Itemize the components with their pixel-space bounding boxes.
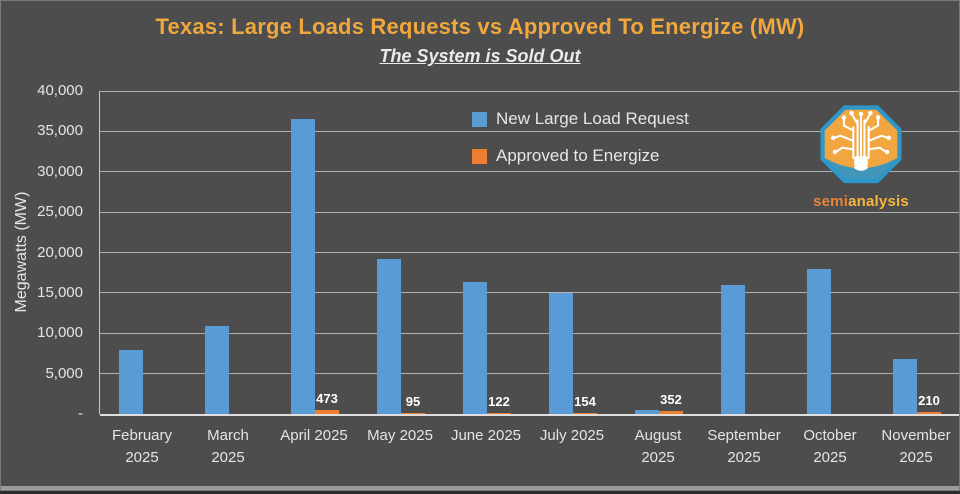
gridline	[100, 373, 959, 375]
data-label: 95	[405, 394, 421, 409]
legend-swatch-orange-square-icon	[472, 148, 487, 164]
semianalysis-circuit-tree-icon	[820, 105, 902, 184]
semianalysis-wordmark: semianalysis	[806, 193, 916, 210]
request-bar	[119, 350, 143, 414]
logo-text-semi: semi	[813, 193, 849, 210]
x-axis-label: July 2025	[539, 427, 605, 444]
y-tick-label: 15,000	[37, 283, 83, 301]
category-slot	[788, 91, 874, 414]
category-slot: 122	[444, 91, 530, 414]
plot-area: 473 95 122 154 352 210 New Large Load Request…	[99, 90, 959, 416]
chart-subtitle: The System is Sold Out	[379, 46, 581, 66]
gridline	[100, 211, 959, 213]
data-label: 122	[488, 394, 510, 409]
category-slot: 473	[272, 91, 358, 414]
x-axis-label: February 2025	[111, 427, 173, 466]
gridline	[100, 252, 959, 253]
x-axis-label: November 2025	[881, 427, 951, 466]
x-axis-label: August 2025	[634, 427, 682, 466]
request-bar	[807, 268, 831, 414]
gridline	[100, 130, 959, 132]
category-slot	[186, 91, 272, 414]
y-tick-label: 40,000	[37, 82, 83, 99]
x-axis-label: April 2025	[280, 427, 348, 444]
approved-bar	[573, 412, 597, 414]
logo-text-analysis: analysis	[848, 193, 909, 210]
data-label: 210	[918, 393, 940, 409]
y-tick-label: 25,000	[37, 203, 83, 221]
y-tick-label: 20,000	[37, 243, 83, 261]
category-slot: 352	[616, 91, 702, 414]
y-tick-label: 10,000	[37, 324, 83, 342]
approved-bar	[659, 411, 683, 414]
approved-bar	[315, 410, 339, 414]
category-slot: 154	[530, 91, 616, 414]
y-tick-label: 30,000	[37, 162, 83, 180]
approved-bar	[487, 413, 511, 414]
approved-bar	[917, 412, 941, 414]
category-slot: 210	[874, 91, 959, 414]
request-bar	[377, 258, 401, 414]
semianalysis-logo: semianalysis	[806, 105, 916, 210]
legend-label: Approved to Energize	[496, 146, 660, 165]
legend-item-new-large-load-request: New Large Load Request	[472, 109, 689, 129]
y-tick-label: 5,000	[45, 364, 83, 382]
x-axis-label: May 2025	[367, 427, 433, 444]
y-tick-label: -	[78, 405, 83, 422]
request-bar	[635, 409, 659, 414]
request-bar	[463, 281, 487, 414]
data-label: 352	[660, 392, 682, 408]
x-axis-label: October 2025	[803, 427, 857, 466]
data-label: 473	[316, 391, 338, 407]
y-tick-label: 35,000	[37, 122, 83, 140]
category-slot	[702, 91, 788, 414]
x-axis-label: September 2025	[707, 427, 781, 466]
request-bar	[291, 119, 315, 414]
gridline	[100, 332, 959, 334]
chart-title: Texas: Large Loads Requests vs Approved …	[155, 14, 805, 39]
gridline	[100, 292, 959, 294]
request-bar	[893, 359, 917, 414]
legend-label: New Large Load Request	[496, 109, 689, 128]
x-axis-label: March 2025	[207, 427, 249, 466]
gridline	[100, 171, 959, 173]
request-bar	[549, 292, 573, 414]
approved-bar	[401, 413, 425, 414]
x-axis-labels: February 2025 March 2025 April 2025 May 202…	[99, 425, 959, 469]
category-slot	[100, 91, 186, 414]
data-label: 154	[574, 393, 596, 409]
x-axis-label: June 2025	[450, 427, 522, 444]
request-bar	[205, 325, 229, 414]
legend: New Large Load Request Approved to Energ…	[472, 109, 689, 183]
legend-swatch-blue-square-icon	[472, 111, 487, 127]
category-slot: 95	[358, 91, 444, 414]
gridline	[100, 413, 959, 416]
y-axis-tick-labels: 40,000 35,000 30,000 25,000 20,000 15,000 10,0…	[1, 1, 93, 490]
legend-item-approved-to-energize: Approved to Energize	[472, 146, 689, 166]
request-bar	[721, 284, 745, 414]
gridline	[100, 90, 959, 92]
